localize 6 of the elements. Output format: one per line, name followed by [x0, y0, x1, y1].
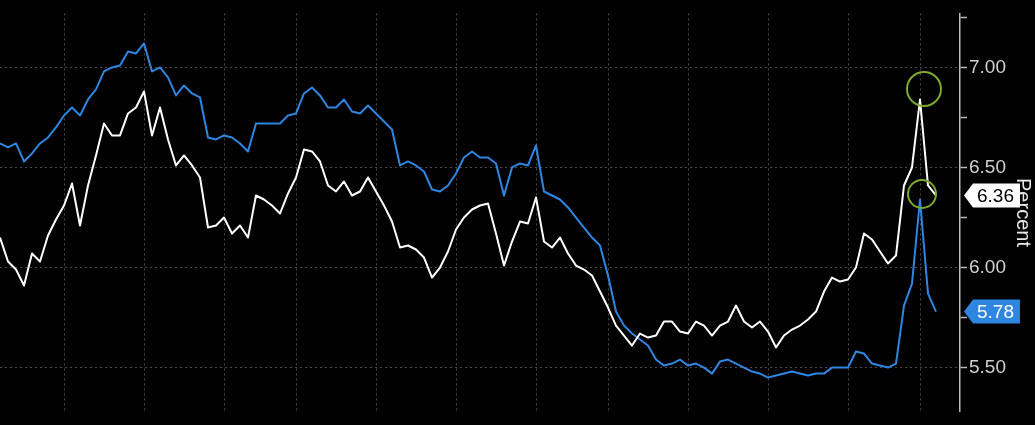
- y-tick-label: 7.00: [969, 55, 1006, 77]
- text: 5.78: [977, 300, 1014, 322]
- text: 6.36: [977, 184, 1014, 206]
- y-tick-label: 5.50: [969, 355, 1006, 377]
- y-tick-label: 6.50: [969, 155, 1006, 177]
- y-tick-label: 6.00: [969, 255, 1006, 277]
